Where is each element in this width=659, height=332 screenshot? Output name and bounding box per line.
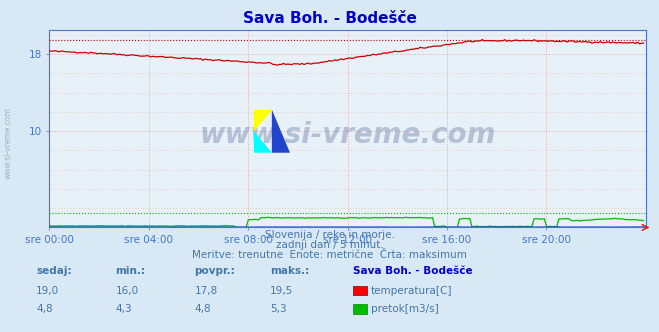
Text: 4,8: 4,8: [194, 304, 211, 314]
Text: temperatura[C]: temperatura[C]: [371, 286, 453, 296]
Text: 19,5: 19,5: [270, 286, 293, 296]
Text: 16,0: 16,0: [115, 286, 138, 296]
Text: Sava Boh. - Bodešče: Sava Boh. - Bodešče: [243, 11, 416, 26]
Text: 17,8: 17,8: [194, 286, 217, 296]
Text: povpr.:: povpr.:: [194, 266, 235, 276]
Polygon shape: [272, 110, 290, 153]
Text: maks.:: maks.:: [270, 266, 310, 276]
Text: pretok[m3/s]: pretok[m3/s]: [371, 304, 439, 314]
Polygon shape: [254, 131, 272, 153]
Text: sedaj:: sedaj:: [36, 266, 72, 276]
Text: www.si-vreme.com: www.si-vreme.com: [200, 121, 496, 149]
Text: 4,3: 4,3: [115, 304, 132, 314]
Text: Meritve: trenutne  Enote: metrične  Črta: maksimum: Meritve: trenutne Enote: metrične Črta: …: [192, 250, 467, 260]
Polygon shape: [254, 110, 272, 131]
Text: www.si-vreme.com: www.si-vreme.com: [3, 107, 13, 179]
Text: zadnji dan / 5 minut.: zadnji dan / 5 minut.: [275, 240, 384, 250]
Text: 5,3: 5,3: [270, 304, 287, 314]
Text: Slovenija / reke in morje.: Slovenija / reke in morje.: [264, 230, 395, 240]
Text: 4,8: 4,8: [36, 304, 53, 314]
Text: Sava Boh. - Bodešče: Sava Boh. - Bodešče: [353, 266, 473, 276]
Text: min.:: min.:: [115, 266, 146, 276]
Text: 19,0: 19,0: [36, 286, 59, 296]
